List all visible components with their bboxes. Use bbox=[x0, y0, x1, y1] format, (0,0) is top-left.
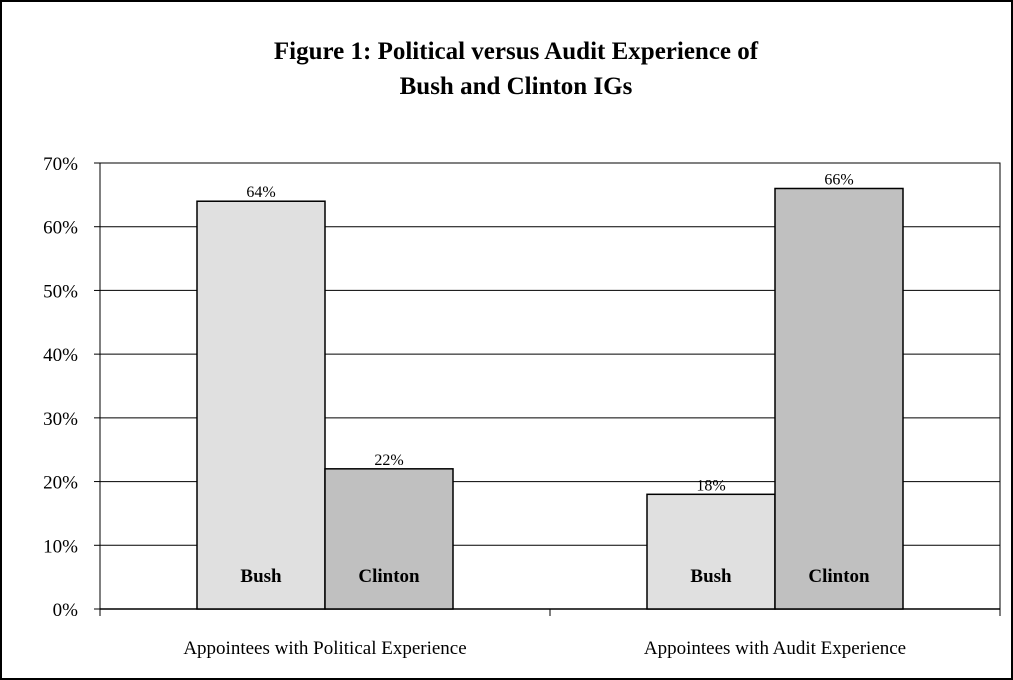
bar-clinton-2 bbox=[774, 187, 904, 610]
y-tick-label: 40% bbox=[43, 345, 78, 366]
y-tick-label: 0% bbox=[53, 600, 79, 621]
bar-clinton-1 bbox=[324, 468, 454, 610]
plot-area: 0% 10% 20% 30% 40% 50% 60% 70% 64% Bush 22% Clinton… bbox=[43, 154, 1001, 659]
bar-bush-1 bbox=[196, 200, 326, 610]
y-tick-label: 20% bbox=[43, 473, 78, 494]
series-label-clinton: Clinton bbox=[808, 566, 870, 587]
y-tick-label: 30% bbox=[43, 409, 78, 430]
bar-bush-2 bbox=[646, 493, 776, 610]
data-label: 18% bbox=[696, 477, 725, 494]
x-category-label: Appointees with Political Experience bbox=[183, 638, 466, 659]
data-label: 66% bbox=[824, 171, 853, 188]
data-label: 22% bbox=[374, 452, 403, 469]
y-tick-label: 50% bbox=[43, 281, 78, 302]
series-label-bush: Bush bbox=[690, 566, 732, 587]
data-label: 64% bbox=[246, 184, 275, 201]
y-tick-label: 10% bbox=[43, 536, 78, 557]
y-tick-label: 70% bbox=[43, 154, 78, 175]
x-category-label: Appointees with Audit Experience bbox=[644, 638, 906, 659]
y-tick-label: 60% bbox=[43, 218, 78, 239]
series-label-bush: Bush bbox=[240, 566, 282, 587]
chart-title-line-2: Bush and Clinton IGs bbox=[400, 73, 633, 100]
chart-title-line-1: Figure 1: Political versus Audit Experie… bbox=[274, 38, 759, 65]
series-label-clinton: Clinton bbox=[358, 566, 420, 587]
